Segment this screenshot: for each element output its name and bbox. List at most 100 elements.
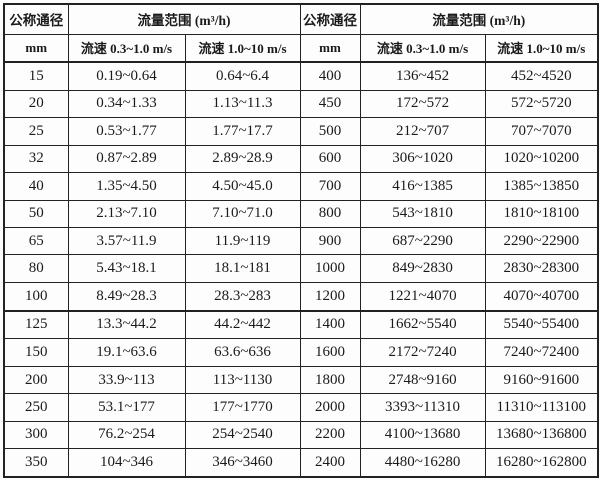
flow-low-cell: 8.49~28.3 (67, 281, 186, 312)
flow-low-cell: 687~2290 (359, 226, 486, 256)
dn-cell: 1200 (299, 281, 361, 312)
flow-high-cell: 1020~10200 (484, 144, 599, 174)
table-row: 32 0.87~2.89 2.89~28.9 600 306~1020 1020… (3, 144, 599, 174)
table-row: 40 1.35~4.50 4.50~45.0 700 416~1385 1385… (3, 172, 599, 201)
flow-low-cell: 1.35~4.50 (67, 172, 186, 201)
flow-low-cell: 3393~11310 (359, 393, 486, 422)
flow-high-cell: 346~3460 (184, 448, 301, 478)
dn-cell: 200 (3, 365, 69, 395)
dn-cell: 2400 (299, 448, 361, 478)
flow-low-cell: 3.57~11.9 (67, 226, 186, 256)
flow-range-header-left: 流量范围 (m³/h) (67, 3, 301, 35)
unit-header-left: mm (3, 33, 69, 63)
dn-cell: 1600 (299, 338, 361, 367)
flow-high-cell: 1.13~11.3 (184, 89, 301, 119)
dn-cell: 2000 (299, 393, 361, 422)
flow-low-cell: 306~1020 (359, 144, 486, 174)
dn-cell: 50 (3, 199, 69, 228)
dn-cell: 1000 (299, 254, 361, 283)
dn-cell: 800 (299, 199, 361, 228)
dn-cell: 20 (3, 89, 69, 119)
flow-high-cell: 254~2540 (184, 420, 301, 450)
flow-high-cell: 11.9~119 (184, 226, 301, 256)
velocity-high-header-left: 流速 1.0~10 m/s (184, 33, 301, 63)
flow-low-cell: 0.87~2.89 (67, 144, 186, 174)
flow-high-cell: 7.10~71.0 (184, 199, 301, 228)
flow-low-cell: 2.13~7.10 (67, 199, 186, 228)
flow-high-cell: 4070~40700 (484, 281, 599, 312)
flow-low-cell: 849~2830 (359, 254, 486, 283)
flow-low-cell: 33.9~113 (67, 365, 186, 395)
table-row: 50 2.13~7.10 7.10~71.0 800 543~1810 1810… (3, 199, 599, 228)
flow-low-cell: 5.43~18.1 (67, 254, 186, 283)
table-row: 125 13.3~44.2 44.2~442 1400 1662~5540 55… (3, 309, 599, 340)
flow-high-cell: 5540~55400 (484, 309, 599, 340)
flow-low-cell: 53.1~177 (67, 393, 186, 422)
flow-low-cell: 104~346 (67, 448, 186, 478)
flow-low-cell: 4480~16280 (359, 448, 486, 478)
dn-cell: 500 (299, 117, 361, 146)
flow-high-cell: 7240~72400 (484, 338, 599, 367)
flow-range-header-right: 流量范围 (m³/h) (359, 3, 599, 35)
unit-header-right: mm (299, 33, 361, 63)
header-row-2: mm 流速 0.3~1.0 m/s 流速 1.0~10 m/s mm 流速 0.… (3, 33, 599, 63)
flow-low-cell: 4100~13680 (359, 420, 486, 450)
dn-cell: 350 (3, 448, 69, 478)
dn-cell: 1800 (299, 365, 361, 395)
velocity-low-header-left: 流速 0.3~1.0 m/s (67, 33, 186, 63)
header-row-1: 公称通径 流量范围 (m³/h) 公称通径 流量范围 (m³/h) (3, 3, 599, 35)
dn-cell: 80 (3, 254, 69, 283)
flow-high-cell: 4.50~45.0 (184, 172, 301, 201)
flow-low-cell: 172~572 (359, 89, 486, 119)
flow-high-cell: 113~1130 (184, 365, 301, 395)
dn-cell: 65 (3, 226, 69, 256)
table-row: 150 19.1~63.6 63.6~636 1600 2172~7240 72… (3, 338, 599, 367)
flow-rate-table: 公称通径 流量范围 (m³/h) 公称通径 流量范围 (m³/h) mm 流速 … (3, 3, 600, 478)
flow-high-cell: 0.64~6.4 (184, 61, 301, 91)
flow-high-cell: 177~1770 (184, 393, 301, 422)
dn-cell: 150 (3, 338, 69, 367)
dn-cell: 300 (3, 420, 69, 450)
flow-low-cell: 2748~9160 (359, 365, 486, 395)
flow-high-cell: 2.89~28.9 (184, 144, 301, 174)
table-row: 250 53.1~177 177~1770 2000 3393~11310 11… (3, 393, 599, 422)
flow-low-cell: 543~1810 (359, 199, 486, 228)
dn-cell: 250 (3, 393, 69, 422)
flow-high-cell: 572~5720 (484, 89, 599, 119)
table-row: 100 8.49~28.3 28.3~283 1200 1221~4070 40… (3, 281, 599, 312)
table-row: 350 104~346 346~3460 2400 4480~16280 162… (3, 448, 599, 478)
table-row: 80 5.43~18.1 18.1~181 1000 849~2830 2830… (3, 254, 599, 283)
flow-high-cell: 11310~113100 (484, 393, 599, 422)
dn-cell: 15 (3, 61, 69, 91)
dn-cell: 700 (299, 172, 361, 201)
flow-high-cell: 16280~162800 (484, 448, 599, 478)
flow-low-cell: 2172~7240 (359, 338, 486, 367)
flow-low-cell: 136~452 (359, 61, 486, 91)
flow-high-cell: 707~7070 (484, 117, 599, 146)
flow-high-cell: 44.2~442 (184, 309, 301, 340)
flow-high-cell: 9160~91600 (484, 365, 599, 395)
diameter-header-right: 公称通径 (299, 3, 361, 35)
dn-cell: 32 (3, 144, 69, 174)
dn-cell: 125 (3, 309, 69, 340)
dn-cell: 900 (299, 226, 361, 256)
table-row: 20 0.34~1.33 1.13~11.3 450 172~572 572~5… (3, 89, 599, 119)
dn-cell: 100 (3, 281, 69, 312)
flow-high-cell: 2290~22900 (484, 226, 599, 256)
velocity-high-header-right: 流速 1.0~10 m/s (484, 33, 599, 63)
flow-low-cell: 1662~5540 (359, 309, 486, 340)
table-row: 15 0.19~0.64 0.64~6.4 400 136~452 452~45… (3, 61, 599, 91)
table-row: 300 76.2~254 254~2540 2200 4100~13680 13… (3, 420, 599, 450)
table-row: 200 33.9~113 113~1130 1800 2748~9160 916… (3, 365, 599, 395)
flow-low-cell: 0.53~1.77 (67, 117, 186, 146)
flow-low-cell: 19.1~63.6 (67, 338, 186, 367)
flow-high-cell: 1810~18100 (484, 199, 599, 228)
dn-cell: 25 (3, 117, 69, 146)
flow-high-cell: 2830~28300 (484, 254, 599, 283)
table-row: 25 0.53~1.77 1.77~17.7 500 212~707 707~7… (3, 117, 599, 146)
diameter-header-left: 公称通径 (3, 3, 69, 35)
dn-cell: 600 (299, 144, 361, 174)
flow-low-cell: 212~707 (359, 117, 486, 146)
flow-low-cell: 13.3~44.2 (67, 309, 186, 340)
